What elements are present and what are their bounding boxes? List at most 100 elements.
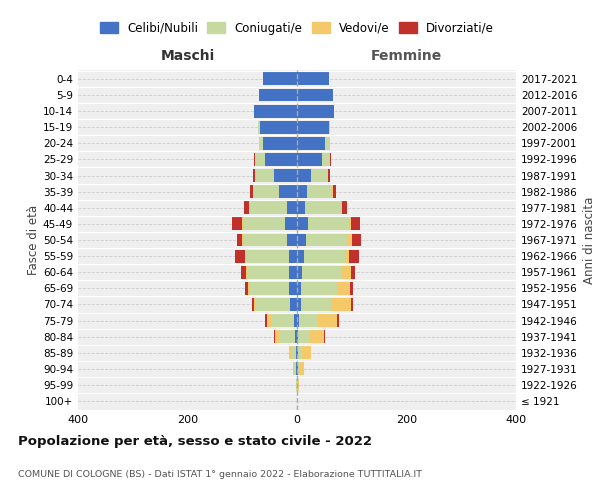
Bar (298, 362, 300, 376)
Bar (297, 298, 301, 311)
Bar (254, 153, 256, 166)
Text: Femmine: Femmine (371, 49, 442, 63)
Bar (301, 282, 337, 295)
Bar (258, 121, 260, 134)
Bar (242, 218, 244, 230)
Bar (287, 202, 297, 214)
Bar (297, 234, 306, 246)
Bar (297, 218, 308, 230)
Bar (280, 185, 297, 198)
Bar (297, 169, 311, 182)
Bar (297, 346, 298, 359)
Bar (253, 169, 255, 182)
Bar (342, 266, 350, 278)
Bar (290, 298, 297, 311)
Bar (256, 298, 290, 311)
Bar (297, 250, 304, 262)
Bar (293, 362, 294, 376)
Bar (294, 314, 297, 327)
Bar (310, 330, 325, 343)
Bar (332, 185, 336, 198)
Bar (265, 153, 297, 166)
Bar (337, 314, 338, 327)
Bar (305, 202, 341, 214)
Bar (255, 169, 274, 182)
Bar (241, 266, 245, 278)
Bar (259, 88, 297, 102)
Bar (242, 234, 244, 246)
Bar (331, 185, 332, 198)
Bar (349, 234, 352, 246)
Bar (295, 330, 297, 343)
Bar (350, 266, 355, 278)
Bar (268, 314, 271, 327)
Bar (232, 218, 242, 230)
Bar (329, 121, 331, 134)
Bar (299, 314, 319, 327)
Bar (306, 234, 349, 246)
Bar (328, 169, 330, 182)
Bar (244, 202, 249, 214)
Bar (252, 298, 254, 311)
Bar (280, 330, 295, 343)
Bar (337, 282, 350, 295)
Bar (301, 298, 331, 311)
Bar (297, 88, 332, 102)
Bar (294, 362, 296, 376)
Text: Popolazione per età, sesso e stato civile - 2022: Popolazione per età, sesso e stato civil… (18, 435, 372, 448)
Bar (331, 298, 351, 311)
Bar (297, 266, 302, 278)
Bar (352, 234, 361, 246)
Bar (300, 362, 304, 376)
Bar (275, 330, 280, 343)
Bar (297, 202, 305, 214)
Bar (244, 234, 287, 246)
Bar (245, 282, 248, 295)
Y-axis label: Anni di nascita: Anni di nascita (583, 196, 596, 284)
Bar (297, 282, 301, 295)
Bar (253, 185, 280, 198)
Bar (297, 314, 299, 327)
Bar (297, 104, 334, 118)
Bar (289, 282, 297, 295)
Bar (311, 169, 328, 182)
Bar (343, 202, 347, 214)
Bar (297, 137, 325, 150)
Bar (250, 185, 253, 198)
Bar (260, 121, 297, 134)
Bar (349, 218, 351, 230)
Bar (289, 346, 292, 359)
Bar (298, 378, 299, 392)
Text: COMUNE DI COLOGNE (BS) - Dati ISTAT 1° gennaio 2022 - Elaborazione TUTTITALIA.IT: COMUNE DI COLOGNE (BS) - Dati ISTAT 1° g… (18, 470, 422, 479)
Bar (246, 250, 289, 262)
Bar (297, 330, 298, 343)
Bar (292, 346, 296, 359)
Legend: Celibi/Nubili, Coniugati/e, Vedovi/e, Divorziati/e: Celibi/Nubili, Coniugati/e, Vedovi/e, Di… (100, 22, 494, 35)
Bar (254, 104, 297, 118)
Bar (271, 314, 294, 327)
Bar (265, 314, 268, 327)
Bar (351, 298, 353, 311)
Bar (245, 266, 247, 278)
Bar (297, 121, 329, 134)
Bar (344, 250, 349, 262)
Bar (322, 153, 331, 166)
Bar (249, 202, 287, 214)
Bar (285, 218, 297, 230)
Bar (247, 266, 289, 278)
Bar (351, 218, 360, 230)
Bar (274, 330, 275, 343)
Bar (289, 250, 297, 262)
Bar (302, 266, 342, 278)
Bar (297, 72, 329, 86)
Bar (235, 250, 245, 262)
Bar (289, 266, 297, 278)
Bar (298, 330, 310, 343)
Bar (296, 346, 297, 359)
Bar (325, 137, 330, 150)
Bar (350, 282, 353, 295)
Bar (244, 218, 285, 230)
Bar (349, 250, 359, 262)
Bar (302, 346, 311, 359)
Bar (297, 153, 322, 166)
